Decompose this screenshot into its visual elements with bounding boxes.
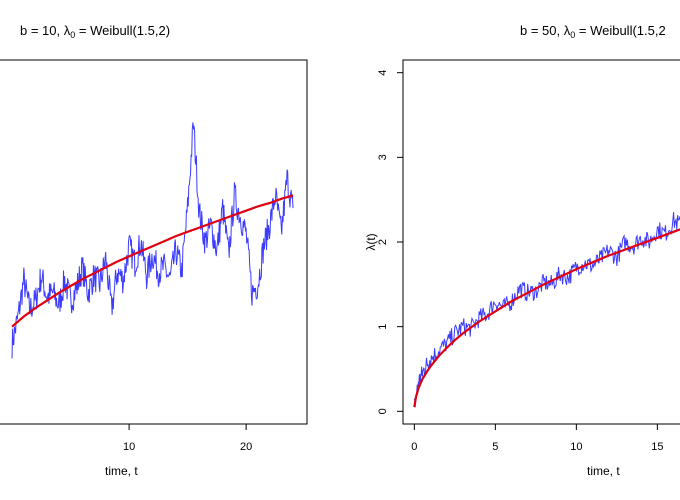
estimated-hazard-line xyxy=(11,122,294,359)
x-tick-label: 20 xyxy=(240,441,252,453)
panel-right-y-label: λ(t) xyxy=(364,233,378,250)
y-tick-label: 1 xyxy=(377,324,389,330)
panel-left-x-axis: 10 20 xyxy=(123,424,252,453)
panel-right-title: b = 50, λ0 = Weibull(1.5,2 xyxy=(520,23,666,40)
y-tick-label: 2 xyxy=(377,239,389,245)
estimated-hazard-line xyxy=(413,212,680,408)
x-tick-label: 15 xyxy=(651,441,663,453)
panel-right: b = 50, λ0 = Weibull(1.5,2 0 5 10 15 01234 … xyxy=(364,23,680,478)
y-tick-label: 4 xyxy=(377,70,389,76)
x-tick-label: 0 xyxy=(411,441,417,453)
true-hazard-line xyxy=(11,194,294,328)
y-tick-label: 0 xyxy=(377,408,389,414)
y-tick-label: 3 xyxy=(377,154,389,160)
panel-right-plot-area xyxy=(413,212,680,408)
x-tick-label: 5 xyxy=(492,441,498,453)
panel-left-title: b = 10, λ0 = Weibull(1.5,2) xyxy=(20,23,170,40)
x-tick-label: 10 xyxy=(570,441,582,453)
panel-left-plot-area xyxy=(11,122,294,359)
panel-left-x-label: time, t xyxy=(105,464,138,478)
panel-right-x-label: time, t xyxy=(587,464,620,478)
panel-right-x-axis: 0 5 10 15 xyxy=(411,424,663,453)
panel-left-frame xyxy=(0,59,308,425)
panel-left: b = 10, λ0 = Weibull(1.5,2) 10 20 time, t xyxy=(0,23,308,478)
true-hazard-line xyxy=(413,228,680,408)
panel-right-y-axis: 0 1 2 3 4 xyxy=(377,70,403,414)
x-tick-label: 10 xyxy=(123,441,135,453)
